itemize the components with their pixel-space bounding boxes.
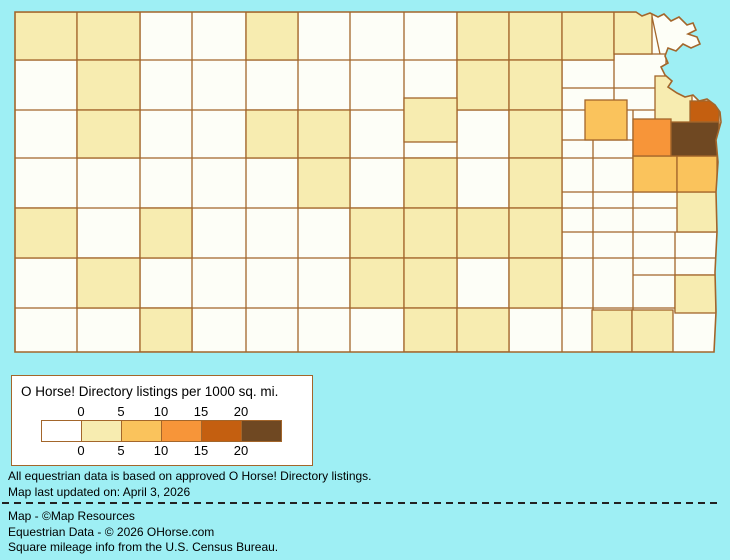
county-cell-level-1 <box>297 109 351 159</box>
county-cell-level-2 <box>632 155 678 193</box>
county-cell-level-1 <box>349 257 405 309</box>
credit-line-data: Equestrian Data - © 2026 OHorse.com <box>8 524 215 539</box>
county-cell-level-1 <box>403 97 458 143</box>
county-cell-level-2 <box>676 155 718 193</box>
county-cell-level-1 <box>456 12 510 61</box>
county-cell-level-1 <box>15 12 78 61</box>
county-cell-level-1 <box>674 274 717 314</box>
county-cell-level-1 <box>76 257 141 309</box>
county-cell-level-1 <box>456 307 510 352</box>
county-cell-level-1 <box>76 109 141 159</box>
county-cell-level-1 <box>631 309 674 352</box>
county-cell-level-1 <box>245 12 299 61</box>
data-notes: All equestrian data is based on approved… <box>8 468 372 500</box>
legend-tick-label: 20 <box>233 404 249 419</box>
credit-line-census: Square mileage info from the U.S. Census… <box>8 540 279 554</box>
dashed-separator <box>2 502 722 504</box>
county-cell-level-1 <box>139 207 193 259</box>
legend-box: O Horse! Directory listings per 1000 sq.… <box>11 375 313 466</box>
legend-tick-label: 0 <box>77 443 85 458</box>
county-cell-level-1 <box>508 207 563 259</box>
county-cell-level-1 <box>508 157 563 209</box>
credits: Map - ©Map Resources Equestrian Data - ©… <box>8 509 278 556</box>
legend-tick-label: 10 <box>153 404 169 419</box>
county-cell-level-1 <box>456 207 510 259</box>
legend-tick-label: 15 <box>193 404 209 419</box>
county-cell-level-1 <box>15 207 78 259</box>
county-cell-level-1 <box>403 257 458 309</box>
note-line-2: Map last updated on: April 3, 2026 <box>8 485 191 499</box>
legend-swatch-0 <box>42 421 81 441</box>
county-cell-level-1 <box>456 59 510 111</box>
legend-swatch-5 <box>241 421 281 441</box>
legend-title: O Horse! Directory listings per 1000 sq.… <box>21 384 279 399</box>
county-cell-level-1 <box>245 109 299 159</box>
county-cell-level-1 <box>508 109 563 159</box>
county-cell-level-1 <box>403 307 458 352</box>
county-cell-level-1 <box>76 12 141 61</box>
county-cell-level-1 <box>403 207 458 259</box>
county-cells <box>15 12 720 352</box>
county-cell-level-1 <box>403 157 458 209</box>
legend-ticks-top: 0 5 10 15 20 <box>12 404 312 419</box>
county-cell-level-1 <box>139 307 193 352</box>
credit-line-map: Map - ©Map Resources <box>8 509 135 523</box>
county-cell-level-1 <box>591 309 633 352</box>
county-cell-level-1 <box>76 59 141 111</box>
county-cell-level-1 <box>508 257 563 309</box>
county-cell-level-1 <box>349 207 405 259</box>
legend-tick-label: 5 <box>117 443 125 458</box>
legend-swatch-1 <box>81 421 121 441</box>
county-cell-level-1 <box>297 157 351 209</box>
county-cell-level-1 <box>508 12 563 61</box>
legend-tick-label: 20 <box>233 443 249 458</box>
county-cell-level-1 <box>613 12 653 55</box>
legend-ticks-bottom: 0 5 10 15 20 <box>12 443 312 458</box>
legend-tick-label: 5 <box>117 404 125 419</box>
legend-tick-label: 0 <box>77 404 85 419</box>
legend-swatch-2 <box>121 421 161 441</box>
county-cell-level-1 <box>676 191 718 233</box>
legend-tick-label: 10 <box>153 443 169 458</box>
legend-swatch-3 <box>161 421 201 441</box>
county-cell-level-5 <box>670 121 720 157</box>
county-cell-level-2 <box>584 99 628 141</box>
legend-tick-label: 15 <box>193 443 209 458</box>
legend-swatch-4 <box>201 421 241 441</box>
county-cell-level-1 <box>561 12 615 61</box>
note-line-1: All equestrian data is based on approved… <box>8 469 372 483</box>
legend-color-ramp <box>41 420 282 442</box>
county-cell-level-1 <box>508 59 563 111</box>
county-cell-level-1 <box>654 75 693 124</box>
county-cell-level-3 <box>632 118 672 157</box>
